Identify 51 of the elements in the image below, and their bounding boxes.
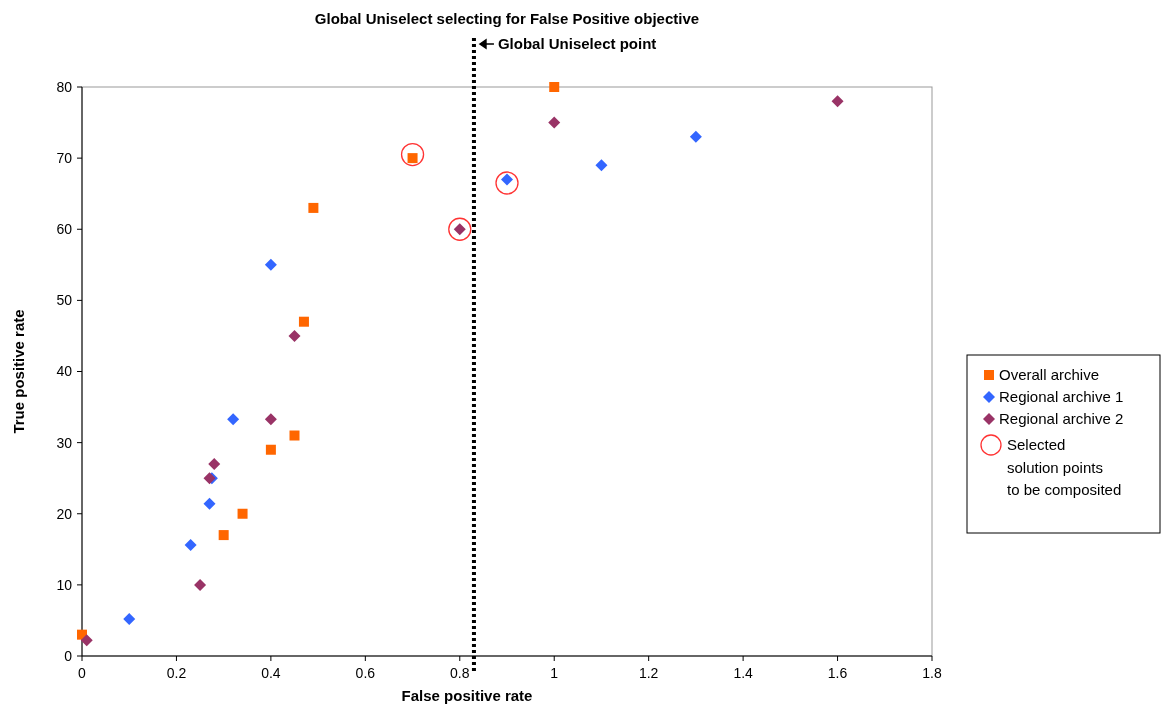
x-tick-label: 1.8 — [922, 665, 942, 681]
point — [400, 142, 425, 167]
point — [203, 497, 216, 510]
legend-label: Regional archive 1 — [999, 388, 1124, 406]
point — [194, 578, 207, 591]
point — [288, 329, 301, 342]
x-tick-label: 0.6 — [355, 665, 376, 681]
x-tick-label: 1.4 — [733, 665, 754, 681]
x-tick-label: 0.8 — [450, 665, 470, 681]
x-tick-label: 1.2 — [638, 665, 659, 681]
ref-line-label: Global Uniselect point — [497, 35, 657, 52]
legend-label: Overall archive — [999, 366, 1100, 384]
y-tick-label: 0 — [64, 647, 73, 664]
point — [264, 413, 277, 426]
y-axis-title: True positive rate — [10, 309, 27, 434]
point — [689, 130, 702, 143]
chart-title: Global Uniselect selecting for False Positive objective — [314, 10, 700, 27]
point — [298, 316, 309, 327]
y-tick-label: 20 — [56, 505, 73, 522]
point — [265, 444, 276, 455]
x-tick-label: 0.2 — [166, 665, 187, 681]
point — [264, 258, 277, 271]
y-tick-label: 60 — [56, 221, 73, 238]
point — [289, 430, 300, 441]
point — [549, 82, 560, 92]
point — [831, 95, 844, 108]
point — [308, 202, 319, 213]
y-tick-label: 80 — [56, 78, 73, 95]
x-axis-title: False positive rate — [401, 687, 533, 704]
x-tick-label: 0 — [78, 665, 87, 681]
legend-label: Regional archive 2 — [999, 410, 1124, 428]
point — [123, 613, 136, 626]
x-tick-label: 1.6 — [827, 665, 848, 681]
point — [595, 159, 608, 172]
point — [80, 634, 93, 647]
point — [448, 217, 472, 241]
point — [227, 413, 240, 426]
point — [218, 530, 229, 541]
y-tick-label: 50 — [56, 292, 73, 309]
point — [548, 116, 561, 129]
x-tick-label: 0.4 — [261, 665, 281, 681]
legend-label: Selected solution points to be composited — [1007, 436, 1122, 499]
y-tick-label: 10 — [56, 576, 73, 593]
y-tick-label: 70 — [56, 150, 73, 167]
x-tick-label: 1 — [550, 665, 559, 681]
point — [208, 457, 221, 470]
point — [237, 508, 248, 519]
point — [184, 539, 197, 552]
y-tick-label: 40 — [56, 363, 73, 380]
point — [495, 171, 519, 195]
y-tick-label: 30 — [56, 434, 73, 451]
